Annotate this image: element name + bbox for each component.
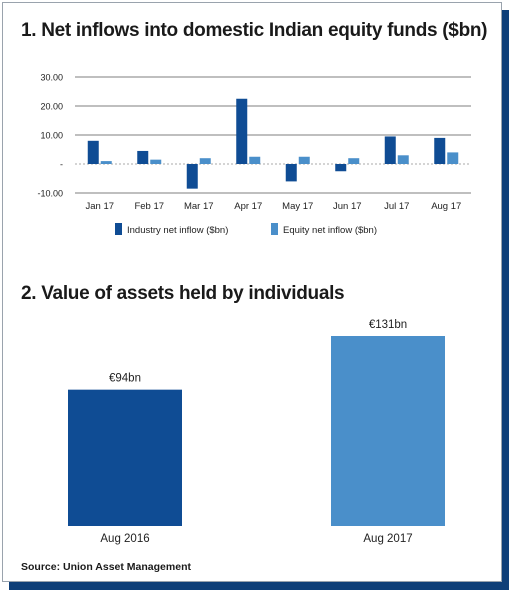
bar xyxy=(199,158,211,164)
bar xyxy=(384,136,396,164)
bar xyxy=(335,164,347,172)
x-tick-label: Aug 2016 xyxy=(100,533,149,545)
x-tick-label: Jul 17 xyxy=(384,201,409,212)
data-label: €94bn xyxy=(109,373,141,385)
bar xyxy=(137,150,149,164)
bar xyxy=(100,161,112,164)
bar xyxy=(68,389,182,526)
x-tick-label: May 17 xyxy=(282,201,313,212)
legend-label: Industry net inflow ($bn) xyxy=(127,225,228,236)
infographic-frame: 1. Net inflows into domestic Indian equi… xyxy=(2,2,502,582)
legend-swatch xyxy=(115,223,122,235)
bar xyxy=(236,98,248,164)
bar xyxy=(285,164,297,182)
bar xyxy=(447,152,459,164)
bar xyxy=(249,156,261,164)
x-tick-label: Jan 17 xyxy=(85,201,114,212)
legend-label: Equity net inflow ($bn) xyxy=(283,225,377,236)
bar xyxy=(434,137,446,164)
x-tick-label: Apr 17 xyxy=(234,201,262,212)
source-note: Source: Union Asset Management xyxy=(21,561,191,573)
bar xyxy=(186,164,198,189)
x-tick-label: Aug 17 xyxy=(431,201,461,212)
x-tick-label: Jun 17 xyxy=(333,201,362,212)
bar xyxy=(348,158,360,164)
x-tick-label: Mar 17 xyxy=(184,201,214,212)
y-tick-label: - xyxy=(60,160,63,170)
data-label: €131bn xyxy=(369,319,407,331)
legend-swatch xyxy=(271,223,278,235)
y-tick-label: -10.00 xyxy=(37,189,63,199)
bar xyxy=(150,159,162,164)
x-tick-label: Feb 17 xyxy=(134,201,164,212)
chart2-title: 2. Value of assets held by individuals xyxy=(21,283,345,304)
y-tick-label: 30.00 xyxy=(40,73,63,83)
y-tick-label: 10.00 xyxy=(40,131,63,141)
bar xyxy=(331,336,445,526)
chart1-plot: 30.00 20.00 10.00 - -10.00 Jan 17 Feb 17 Mar 17… xyxy=(37,73,471,236)
bar xyxy=(397,155,409,164)
bar xyxy=(298,156,310,164)
y-tick-label: 20.00 xyxy=(40,102,63,112)
chart2-plot: €94bn Aug 2016 €131bn Aug 2017 xyxy=(68,319,445,545)
x-tick-label: Aug 2017 xyxy=(363,533,412,545)
bar xyxy=(87,140,99,164)
chart1-title: 1. Net inflows into domestic Indian equi… xyxy=(21,20,488,41)
